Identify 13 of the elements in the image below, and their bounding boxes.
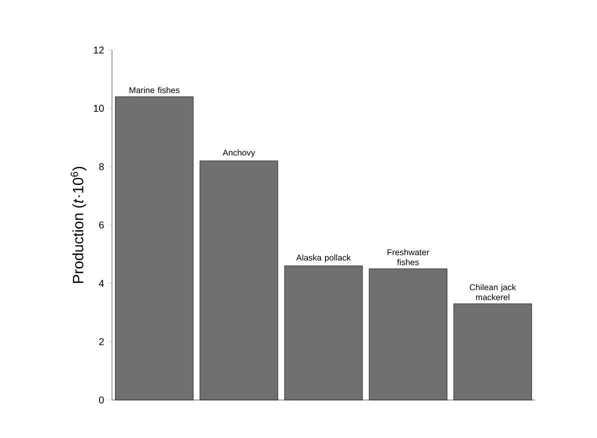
y-tick-label: 8 — [99, 163, 104, 170]
y-tick-label: 12 — [94, 46, 104, 54]
y-tick-label: 0 — [99, 396, 104, 404]
y-tick-label: 2 — [99, 338, 104, 346]
x-tick-label: Chilean jack mackerel — [470, 284, 516, 300]
y-axis-title: Production (t·10$^{6}$) — [70, 166, 86, 283]
y-tick-label: 4 — [98, 280, 104, 287]
x-tick-label: Freshwater fishes — [388, 249, 430, 266]
x-tick-label: Marine fishes — [130, 86, 180, 94]
y-tick-label: 10 — [94, 104, 104, 112]
y-tick-label: 6 — [99, 221, 104, 229]
x-tick-label: Alaska pollack — [296, 254, 351, 262]
x-tick-label: Anchovy — [222, 149, 256, 158]
